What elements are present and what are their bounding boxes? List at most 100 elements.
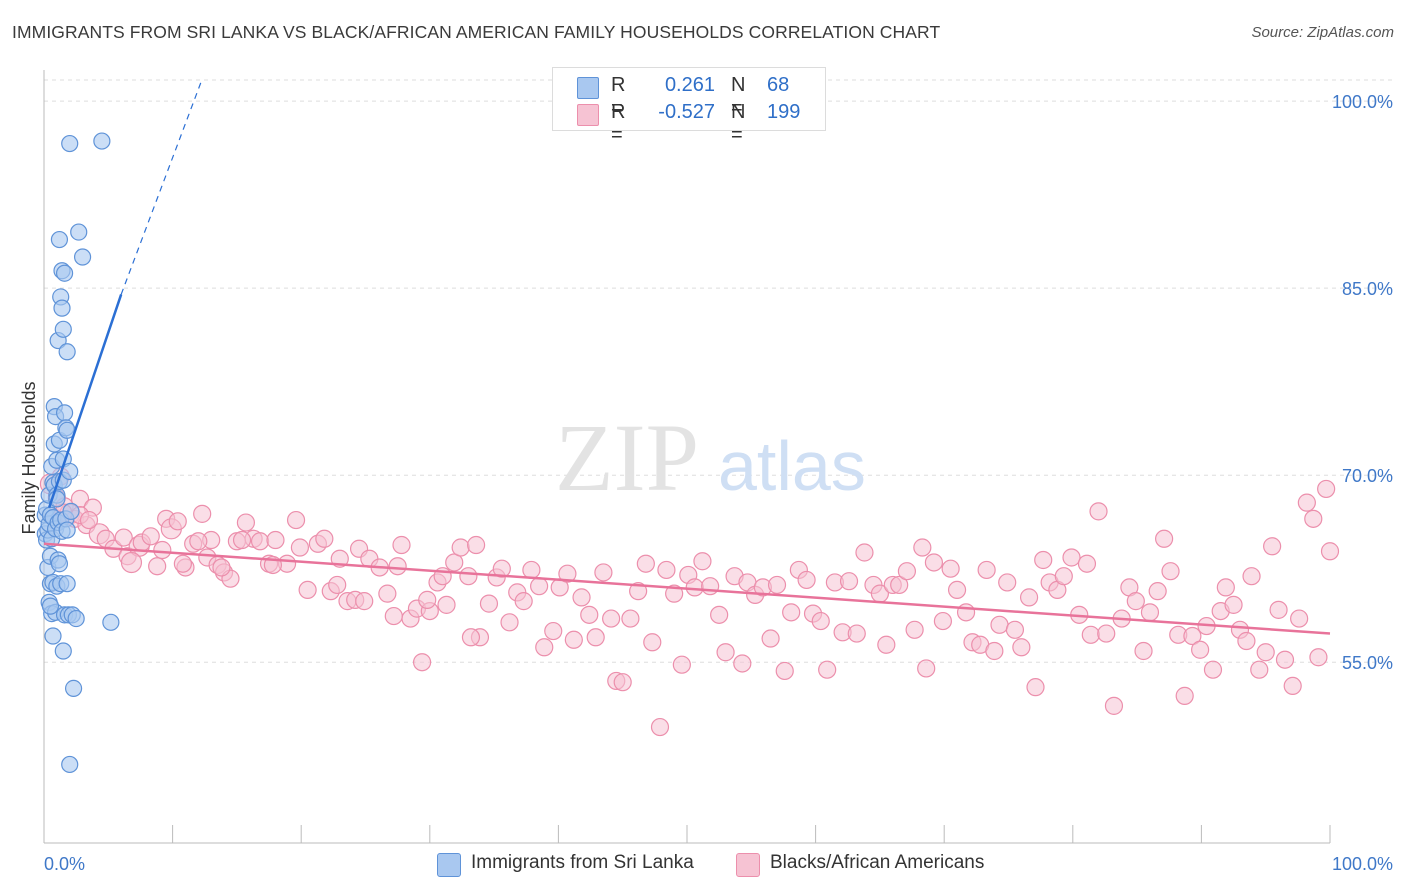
pink-point [1005, 620, 1025, 639]
pink-point [1224, 595, 1243, 614]
pink-point [1026, 678, 1045, 697]
pink-point [1183, 626, 1202, 646]
pink-point [535, 638, 554, 657]
pink-point [193, 504, 212, 523]
blue-point [55, 264, 74, 282]
pink-point [1250, 660, 1269, 679]
pink-point [466, 535, 486, 555]
pink-point [461, 628, 481, 647]
pink-point [418, 590, 437, 609]
pink-point [1175, 686, 1194, 705]
pink-point [168, 512, 187, 531]
pink-point [250, 532, 270, 551]
blue-point [102, 613, 120, 631]
pink-point [522, 560, 541, 580]
pink-point [1203, 660, 1223, 679]
y-tick-label: 70.0% [1342, 466, 1393, 486]
pink-point [355, 592, 374, 611]
pink-point [1089, 502, 1108, 521]
pink-point [621, 609, 640, 628]
blue-point [44, 627, 62, 645]
blue-point [62, 502, 80, 520]
pink-point [847, 624, 866, 643]
y-axis-title: Family Households [19, 381, 39, 534]
pink-point [594, 563, 613, 582]
pink-point [378, 584, 397, 603]
blue-point [58, 343, 76, 361]
pink-point [672, 655, 691, 674]
pink-point [1290, 609, 1309, 628]
legend-r-label: R = [611, 74, 626, 119]
pink-point [141, 527, 160, 546]
blue-point [41, 597, 60, 615]
pink-point [839, 572, 859, 591]
pink-point [544, 621, 563, 641]
pink-point [1309, 648, 1328, 667]
pink-point [1148, 582, 1167, 601]
pink-point [818, 660, 837, 679]
pink-trend-line [43, 542, 1331, 635]
blue-point [73, 248, 92, 266]
pink-point [636, 554, 655, 573]
pink-point [629, 582, 648, 601]
pink-point [437, 595, 456, 614]
pink-point [1161, 562, 1180, 581]
pink-point [1320, 542, 1340, 561]
pink-point [650, 717, 670, 737]
pink-point [956, 603, 976, 622]
pink-point [855, 543, 874, 562]
blue-point [58, 521, 76, 539]
pink-point [782, 603, 801, 622]
pink-point [877, 635, 896, 654]
pink-point [1012, 638, 1031, 657]
pink-point [917, 659, 936, 678]
pink-point [1155, 529, 1174, 548]
pink-point [1054, 567, 1073, 586]
bottom-legend-label: Immigrants from Sri Lanka [471, 852, 694, 873]
blue-point [53, 299, 71, 317]
pink-point [1134, 641, 1153, 661]
pink-point [500, 613, 519, 632]
pink-point [977, 560, 996, 580]
pink-point [890, 575, 909, 595]
legend-swatch-blue [577, 77, 599, 99]
pink-point [693, 552, 712, 571]
pink-point [1034, 550, 1053, 570]
pink-point [985, 641, 1004, 661]
blue-trend-line [47, 294, 123, 509]
pink-point [933, 611, 953, 631]
blue-point [55, 404, 74, 422]
pink-point [665, 584, 684, 603]
pink-point [328, 575, 347, 595]
pink-point [290, 538, 310, 557]
legend-n-label: N = [731, 101, 746, 146]
pink-point [1062, 548, 1081, 567]
legend-n-label: N = [731, 74, 746, 119]
pink-point [1140, 603, 1160, 622]
watermark-zip: ZIP [555, 404, 699, 511]
pink-point [1275, 650, 1295, 669]
x-tick-label: 100.0% [1332, 854, 1393, 874]
pink-point [1263, 537, 1282, 556]
pink-point [941, 559, 960, 578]
pink-point [1019, 588, 1039, 607]
pink-point [388, 557, 407, 576]
pink-point [120, 551, 143, 574]
pink-point [613, 673, 632, 692]
pink-point [451, 538, 470, 557]
watermark-atlas: atlas [718, 427, 866, 505]
pink-point [1256, 643, 1275, 662]
blue-point [67, 609, 85, 628]
pink-point [232, 530, 252, 550]
pink-point [315, 529, 334, 548]
legend-r-label: R = [611, 101, 626, 146]
pink-point [530, 577, 549, 596]
legend-n-value: 68 [767, 74, 790, 96]
y-tick-label: 100.0% [1332, 92, 1393, 112]
blue-point [61, 755, 79, 774]
pink-point [998, 573, 1017, 592]
blue-point [58, 575, 76, 593]
blue-point [61, 134, 79, 153]
pink-point [445, 553, 464, 572]
blue-point [70, 223, 88, 241]
